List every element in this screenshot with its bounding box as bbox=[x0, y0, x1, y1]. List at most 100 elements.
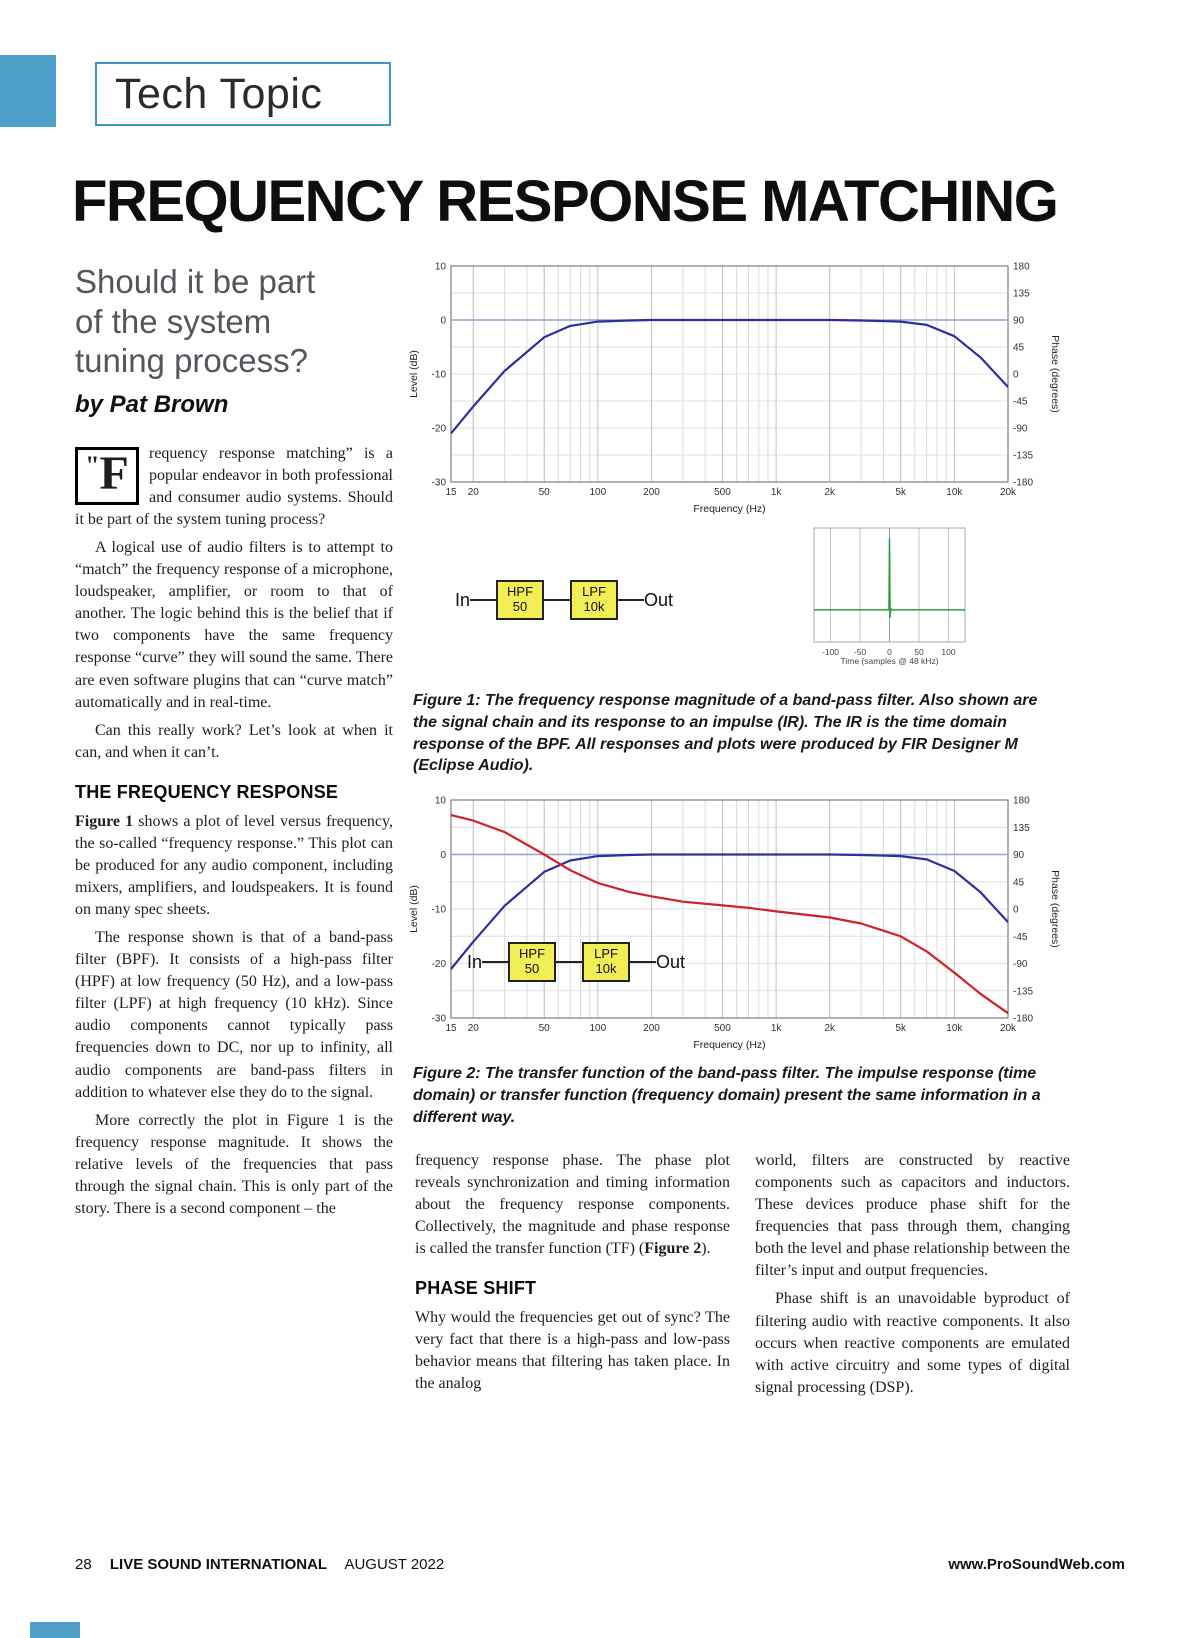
tech-topic-badge: Tech Topic bbox=[95, 62, 391, 126]
issue-date: AUGUST 2022 bbox=[344, 1556, 445, 1573]
svg-text:2k: 2k bbox=[824, 487, 836, 498]
svg-text:-100: -100 bbox=[822, 647, 839, 657]
svg-text:-90: -90 bbox=[1013, 959, 1028, 970]
paragraph: frequency response phase. The phase plot… bbox=[415, 1150, 730, 1260]
svg-text:0: 0 bbox=[1013, 370, 1019, 381]
svg-text:-10: -10 bbox=[432, 370, 447, 381]
hpf-block: HPF 50 bbox=[496, 580, 545, 620]
svg-text:0: 0 bbox=[440, 850, 446, 861]
chain-wire bbox=[556, 961, 583, 963]
svg-text:-135: -135 bbox=[1013, 986, 1033, 997]
figure2-chart-container: 15 20 50 100 200 500 1k 2k 5k 10k 20k 10 0 -10 -20 -30 1… bbox=[405, 792, 1061, 1059]
svg-text:180: 180 bbox=[1013, 796, 1030, 807]
svg-text:200: 200 bbox=[643, 1023, 660, 1034]
paragraph: world, filters are constructed by reacti… bbox=[755, 1152, 1071, 1280]
svg-text:135: 135 bbox=[1013, 289, 1030, 300]
svg-text:5k: 5k bbox=[895, 1023, 907, 1034]
tech-topic-label: Tech Topic bbox=[115, 69, 323, 118]
left-column: Should it be part of the system tuning p… bbox=[75, 262, 393, 1220]
svg-text:50: 50 bbox=[539, 1023, 551, 1034]
svg-text:-30: -30 bbox=[432, 478, 447, 489]
svg-text:-20: -20 bbox=[432, 424, 447, 435]
svg-text:-30: -30 bbox=[432, 1014, 447, 1025]
svg-text:100: 100 bbox=[590, 1023, 607, 1034]
chain-wire bbox=[482, 961, 509, 963]
svg-text:Time (samples @ 48 kHz): Time (samples @ 48 kHz) bbox=[840, 656, 938, 666]
svg-text:Level (dB): Level (dB) bbox=[408, 350, 420, 398]
figure-reference: Figure 2 bbox=[644, 1240, 702, 1258]
paragraph: Why would the frequencies get out of syn… bbox=[415, 1309, 730, 1393]
svg-text:20k: 20k bbox=[1000, 487, 1017, 498]
svg-text:90: 90 bbox=[1013, 316, 1025, 327]
section-heading-phase-shift: PHASE SHIFT bbox=[415, 1278, 537, 1299]
paragraph: Figure 1 shows a plot of level versus fr… bbox=[75, 811, 393, 921]
svg-text:-45: -45 bbox=[1013, 932, 1028, 943]
svg-text:Frequency (Hz): Frequency (Hz) bbox=[693, 503, 765, 515]
paragraph: More correctly the plot in Figure 1 is t… bbox=[75, 1111, 393, 1218]
svg-text:-135: -135 bbox=[1013, 451, 1033, 462]
svg-text:-50: -50 bbox=[854, 647, 867, 657]
page-corner-mark bbox=[30, 1622, 80, 1638]
svg-text:2k: 2k bbox=[824, 1023, 836, 1034]
chain-in-label: In bbox=[467, 951, 483, 972]
svg-text:-45: -45 bbox=[1013, 397, 1028, 408]
svg-text:500: 500 bbox=[714, 487, 731, 498]
svg-text:Level (dB): Level (dB) bbox=[408, 885, 420, 933]
paragraph-intro: " F requency response matching” is a pop… bbox=[75, 443, 393, 531]
paragraph: Can this really work? Let’s look at when… bbox=[75, 721, 393, 761]
svg-text:15: 15 bbox=[445, 487, 457, 498]
hpf-block: HPF 50 bbox=[508, 942, 557, 982]
lpf-block: LPF 10k bbox=[582, 942, 631, 982]
figure1-signal-chain: In HPF 50 LPF 10k Out bbox=[455, 580, 673, 620]
corner-accent-square bbox=[0, 55, 56, 127]
paragraph: Phase shift is an unavoidable byproduct … bbox=[755, 1290, 1070, 1396]
figure2-transfer-function-chart: 15 20 50 100 200 500 1k 2k 5k 10k 20k100-10-20-301… bbox=[408, 796, 1061, 1052]
svg-text:5k: 5k bbox=[895, 487, 907, 498]
paragraph: A logical use of audio filters is to att… bbox=[75, 539, 393, 711]
figure1-frequency-response-chart: 15 20 50 100 200 500 1k 2k 5k 10k 20k100-10-20-301… bbox=[408, 262, 1061, 516]
svg-text:0: 0 bbox=[1013, 905, 1019, 916]
article-byline: by Pat Brown bbox=[75, 390, 229, 418]
footer-left: 28 LIVE SOUND INTERNATIONAL AUGUST 2022 bbox=[75, 1556, 458, 1573]
svg-text:1k: 1k bbox=[771, 487, 783, 498]
paragraph-text: frequency response phase. The phase plot… bbox=[415, 1152, 730, 1258]
svg-text:-20: -20 bbox=[432, 959, 447, 970]
figure1-chart-container: 15 20 50 100 200 500 1k 2k 5k 10k 20k 10 0 -10 -20 -30 1… bbox=[405, 258, 1061, 523]
chain-wire bbox=[470, 599, 497, 601]
svg-text:180: 180 bbox=[1013, 262, 1030, 273]
lpf-block: LPF 10k bbox=[570, 580, 619, 620]
chain-wire bbox=[630, 961, 657, 963]
chain-out-label: Out bbox=[656, 951, 686, 972]
chain-in-label: In bbox=[455, 589, 471, 610]
svg-text:20: 20 bbox=[468, 1023, 480, 1034]
svg-text:0: 0 bbox=[887, 647, 892, 657]
figure-reference: Figure 1 bbox=[75, 812, 134, 830]
svg-text:200: 200 bbox=[643, 487, 660, 498]
lpf-label: LPF bbox=[582, 584, 606, 600]
publication-name: LIVE SOUND INTERNATIONAL bbox=[109, 1556, 328, 1573]
page-footer: 28 LIVE SOUND INTERNATIONAL AUGUST 2022 … bbox=[75, 1556, 1125, 1573]
dropcap-quote: " bbox=[85, 450, 100, 480]
svg-text:50: 50 bbox=[539, 487, 551, 498]
hpf-label: HPF bbox=[519, 946, 546, 962]
svg-text:45: 45 bbox=[1013, 343, 1025, 354]
article-subtitle: Should it be part of the system tuning p… bbox=[75, 263, 316, 380]
figure2-caption: Figure 2: The transfer function of the b… bbox=[413, 1065, 1041, 1126]
svg-text:90: 90 bbox=[1013, 850, 1025, 861]
svg-text:Frequency (Hz): Frequency (Hz) bbox=[693, 1039, 765, 1051]
section-heading-frequency-response: THE FREQUENCY RESPONSE bbox=[75, 781, 339, 802]
chain-out-label: Out bbox=[644, 589, 674, 610]
svg-text:10: 10 bbox=[435, 796, 447, 807]
chain-wire bbox=[544, 599, 571, 601]
svg-text:15: 15 bbox=[445, 1023, 457, 1034]
page-number: 28 bbox=[75, 1556, 92, 1573]
publication-url: www.ProSoundWeb.com bbox=[948, 1556, 1125, 1573]
paragraph-text: ). bbox=[701, 1240, 711, 1258]
svg-text:45: 45 bbox=[1013, 877, 1025, 888]
svg-text:0: 0 bbox=[440, 316, 446, 327]
svg-text:20: 20 bbox=[468, 487, 480, 498]
middle-column: frequency response phase. The phase plot… bbox=[415, 1150, 730, 1396]
hpf-label: HPF bbox=[507, 584, 534, 600]
